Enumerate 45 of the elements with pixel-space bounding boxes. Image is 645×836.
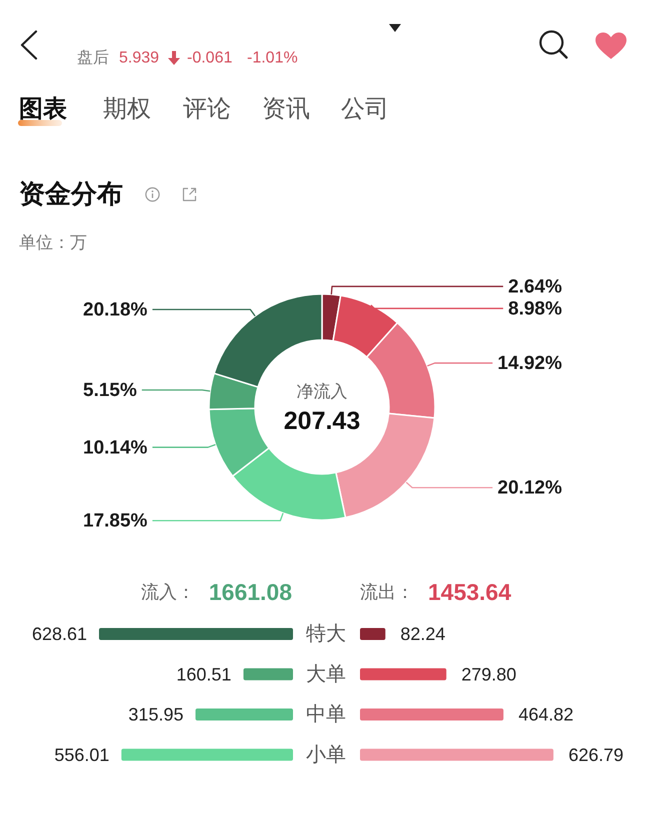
text: 公司 xyxy=(341,96,389,123)
text: 净流入 xyxy=(296,382,348,401)
data-label: 556.01 xyxy=(54,744,110,765)
text: 图表 xyxy=(19,96,67,123)
data-label: 160.51 xyxy=(176,664,232,684)
data-label: 20.18% xyxy=(83,299,148,320)
data-label: 315.95 xyxy=(128,704,184,724)
text: 1453.64 xyxy=(428,579,512,606)
data-label: 10.14% xyxy=(83,436,148,458)
data-label: 2.64% xyxy=(508,276,562,297)
bar xyxy=(360,668,446,680)
y-tick-label: 中单 xyxy=(306,704,346,726)
text: 评论 xyxy=(183,96,231,123)
text: 流出： xyxy=(360,582,414,602)
text: -1.01% xyxy=(247,49,298,66)
data-label: 20.12% xyxy=(498,477,562,498)
y-tick-label: 特大 xyxy=(306,623,346,646)
text: 1661.08 xyxy=(208,579,292,606)
data-label: 82.24 xyxy=(400,624,446,644)
text: 5.939 xyxy=(119,49,160,66)
text: 流入： xyxy=(140,582,195,602)
bar xyxy=(360,628,386,640)
text: 盘后 xyxy=(77,49,109,66)
text: -0.061 xyxy=(187,49,232,66)
data-label: 628.61 xyxy=(32,624,87,644)
bar xyxy=(243,668,293,680)
bar xyxy=(360,708,504,720)
data-label: 464.82 xyxy=(518,704,574,724)
chart-title: 资金分布 xyxy=(19,178,123,208)
bar xyxy=(99,628,293,640)
text: 资讯 xyxy=(262,96,310,123)
text: 期权 xyxy=(103,96,151,123)
text: 207.43 xyxy=(284,407,360,435)
y-tick-label: 小单 xyxy=(306,744,346,766)
data-label: 17.85% xyxy=(83,510,148,532)
bar xyxy=(121,748,293,761)
y-tick-label: 大单 xyxy=(306,663,346,686)
chart-subtitle: 单位：万 xyxy=(19,232,87,252)
data-label: 626.79 xyxy=(568,744,624,765)
data-label: 5.15% xyxy=(83,380,137,401)
data-label: 14.92% xyxy=(498,352,562,374)
bar xyxy=(195,708,293,720)
bar xyxy=(360,748,554,761)
data-label: 279.80 xyxy=(461,664,516,684)
data-label: 8.98% xyxy=(508,298,562,319)
